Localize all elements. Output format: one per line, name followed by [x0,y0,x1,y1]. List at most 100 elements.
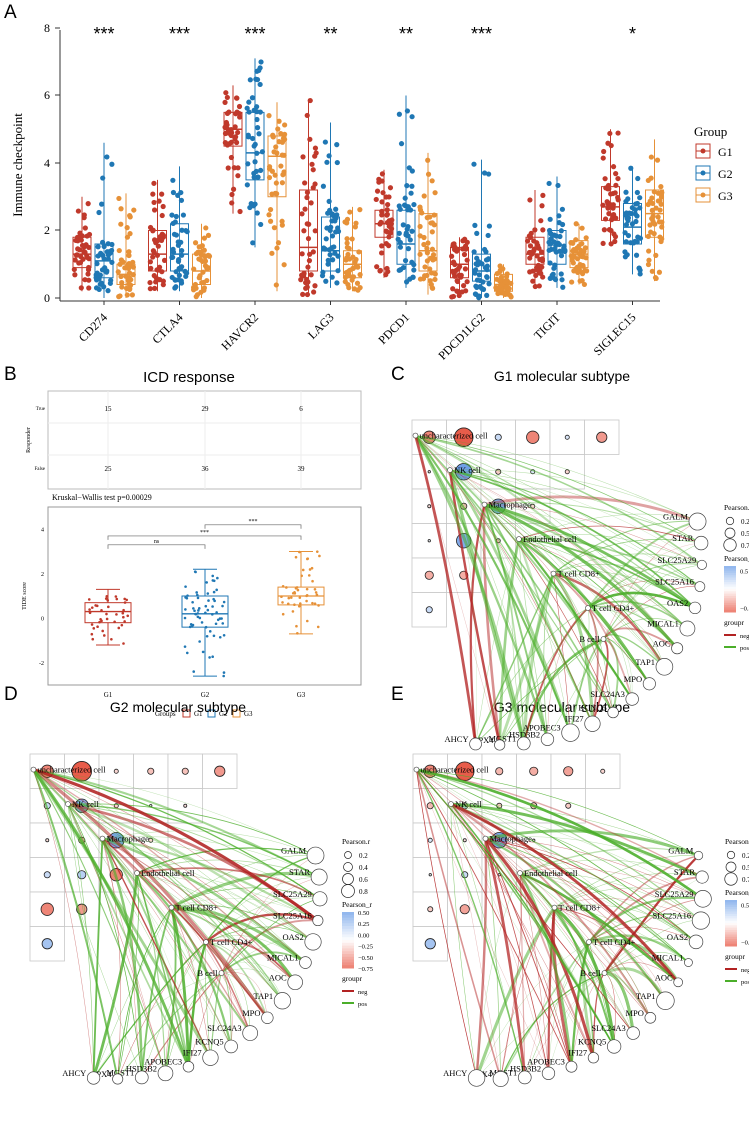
corr-legend-title: groupr [725,952,745,961]
a-point [527,255,533,261]
corr-edge [102,838,232,1047]
a-point [502,278,508,285]
corr-gene-node [261,1011,274,1024]
a-xtick: HAVCR2 [218,310,261,353]
corr-legend-gradient [342,956,354,961]
a-point [579,241,585,247]
a-point [429,246,436,252]
panel-a-boxplot: Immune checkpoint 0 2 4 6 8 ***CD274***C… [10,21,733,363]
a-point [159,212,165,219]
corr-edge [102,838,296,983]
a-point [179,227,185,233]
corr-legend-gradient [724,579,736,583]
a-box-HAVCR2-G1 [222,85,243,215]
b-ylabel: TIDE score [22,582,28,610]
a-point [623,222,630,228]
a-point [646,248,652,254]
corr-edge [171,906,284,1002]
a-point [77,259,84,266]
corr-legend-label: −0.5 [741,939,749,946]
a-point [323,278,329,284]
b-point [125,598,129,602]
a-point [119,280,125,286]
corr-edge [204,941,211,1058]
a-point [600,240,606,247]
a-point [449,294,455,300]
a-point [311,289,317,295]
corr-circle [183,803,188,808]
corr-edge [588,941,666,1001]
corr-legend-label: 0.5 [741,903,749,910]
corr-gene-node [541,1066,556,1080]
corr-edge [518,538,614,713]
a-point [267,218,274,224]
a-point [450,241,456,247]
b-point [305,599,308,603]
corr-gene-label: MPO [625,1008,643,1018]
a-point [124,292,130,298]
b-count: 29 [202,405,210,413]
b-point [183,645,187,648]
corr-cell-node [448,801,454,807]
corr-gene-node [695,870,709,884]
a-point [152,285,158,291]
a-point [409,228,415,234]
a-legend-g1: G1 [695,143,733,159]
b-point [100,619,103,623]
b-point [311,601,314,605]
corr-edge [117,872,139,1080]
a-point [574,264,580,270]
corr-legend-label: 0.6 [359,876,368,884]
a-box-PDCD1-G1 [373,169,395,278]
b-legend-label: G1 [194,710,203,718]
corr-edge [33,768,321,900]
b-point [98,620,101,624]
a-point [109,259,115,265]
a-point [266,212,272,218]
a-point [312,145,319,151]
corr-cell-label: uncharacterized cell [37,765,106,775]
b-point [208,630,212,633]
a-point [323,236,329,242]
a-point [273,180,279,186]
a-point [547,216,553,222]
a-point [384,207,390,213]
corr-edge [415,435,688,629]
corr-legend-label: 0.50 [741,530,749,538]
corr-edge [498,538,521,746]
a-point [352,224,358,230]
b-point [204,604,208,608]
corr-gene-node [694,581,706,592]
corr-cell-node [134,870,140,876]
a-point [610,164,617,170]
a-point [254,76,261,83]
a-point [461,251,468,258]
a-point [533,272,539,279]
panel-b-icd-response: ICD response Responder True False 15 29 … [22,369,362,718]
a-box-SIGLEC15-G3 [645,139,665,282]
a-point [472,222,478,228]
corr-gene-node [273,992,292,1010]
a-point [527,269,533,275]
corr-edge [33,769,316,856]
a-point [552,276,558,282]
a-point [235,129,241,136]
a-point [527,243,534,249]
corr-circle [181,767,189,775]
b-point [281,584,285,588]
corr-edge [518,538,665,667]
b-point [184,585,187,588]
a-point [325,261,331,267]
a-point [558,253,565,259]
a-point [432,190,438,196]
a-point [204,277,210,284]
corr-gene-label: AHCY [62,1068,86,1078]
a-point [430,252,437,258]
a-point [600,155,606,161]
a-point [172,219,178,225]
b-point [211,579,215,582]
a-point [248,200,254,207]
a-point [300,154,306,160]
corr-circle [148,837,154,843]
corr-edge [449,469,633,700]
